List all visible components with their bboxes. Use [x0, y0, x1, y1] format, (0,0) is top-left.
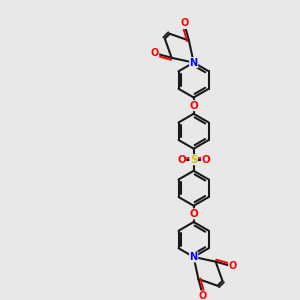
Text: O: O: [177, 155, 186, 165]
Text: S: S: [190, 155, 197, 165]
Text: N: N: [190, 58, 198, 68]
Text: O: O: [229, 261, 237, 272]
Text: O: O: [202, 155, 210, 165]
Text: O: O: [189, 209, 198, 219]
Text: O: O: [180, 19, 188, 28]
Text: N: N: [190, 252, 198, 262]
Text: O: O: [189, 100, 198, 111]
Text: O: O: [150, 48, 159, 58]
Text: O: O: [199, 291, 207, 300]
